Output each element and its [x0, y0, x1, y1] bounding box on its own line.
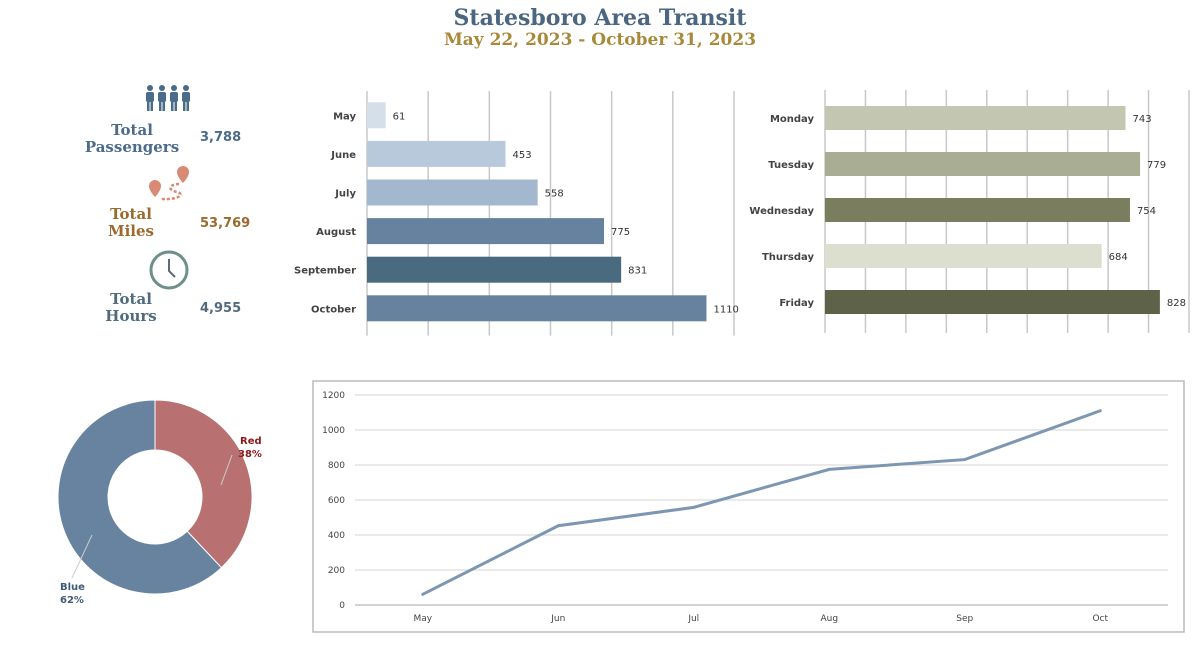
y-tick-label: 800	[328, 461, 345, 471]
category-label: Tuesday	[768, 160, 814, 171]
slice-red	[154, 399, 253, 569]
page-title: Statesboro Area Transit	[453, 5, 747, 31]
x-tick-label: Sep	[956, 614, 973, 624]
route-pin-icon	[149, 166, 189, 201]
bar-august	[367, 218, 605, 245]
data-label: 775	[611, 227, 630, 238]
leader-line	[71, 534, 93, 579]
category-label: Friday	[779, 298, 814, 309]
category-label: Thursday	[762, 252, 815, 263]
data-label: 754	[1137, 206, 1156, 217]
y-tick-label: 200	[328, 566, 345, 576]
bar-friday	[825, 290, 1160, 314]
data-label: 453	[513, 150, 532, 161]
bar-may	[367, 102, 386, 129]
slice-blue	[57, 399, 223, 595]
x-tick-label: May	[413, 614, 432, 624]
data-label: 61	[393, 111, 406, 122]
bar-october	[367, 295, 707, 322]
data-label: 743	[1133, 114, 1152, 125]
category-label: July	[334, 189, 356, 200]
category-label: September	[294, 266, 356, 277]
category-label: Monday	[770, 114, 815, 125]
slice-label-red-pct: 38%	[238, 449, 262, 460]
bar-monday	[825, 106, 1126, 130]
bar-wednesday	[825, 198, 1130, 222]
x-tick-label: Jul	[687, 614, 699, 624]
kpi-hours-label: Total Hours	[105, 290, 157, 325]
kpi-miles-value: 53,769	[200, 216, 251, 231]
y-tick-label: 1000	[322, 426, 345, 436]
x-tick-label: Aug	[820, 614, 838, 624]
bar-thursday	[825, 244, 1102, 268]
kpi-miles-label: Total Miles	[108, 205, 154, 240]
line-chart-frame	[312, 380, 1185, 633]
category-label: Wednesday	[749, 206, 814, 217]
bar-june	[367, 140, 506, 167]
category-label: June	[330, 150, 356, 161]
x-tick-label: Jun	[550, 614, 565, 624]
slice-label-red-name: Red	[240, 436, 262, 447]
slice-label-blue-name: Blue	[60, 582, 85, 593]
kpi-passengers-label: Total Passengers	[84, 121, 180, 156]
data-label: 684	[1109, 252, 1128, 263]
data-label: 558	[545, 189, 564, 200]
series-line	[422, 409, 1101, 596]
bar-july	[367, 179, 538, 206]
data-label: 831	[628, 266, 647, 277]
y-tick-label: 600	[328, 496, 345, 506]
kpi-passengers-value: 3,788	[200, 130, 242, 145]
category-label: May	[333, 111, 356, 122]
category-label: August	[316, 227, 356, 238]
date-range: May 22, 2023 - October 31, 2023	[443, 30, 757, 50]
y-tick-label: 0	[339, 601, 345, 611]
slice-label-blue-pct: 62%	[60, 595, 84, 606]
category-label: October	[311, 304, 356, 315]
kpi-hours-value: 4,955	[200, 301, 242, 316]
people-icon	[146, 85, 190, 111]
bar-september	[367, 256, 622, 283]
leader-line	[220, 454, 233, 486]
clock-icon	[149, 250, 189, 290]
bar-tuesday	[825, 152, 1141, 176]
data-label: 1110	[713, 304, 738, 315]
y-tick-label: 400	[328, 531, 345, 541]
data-label: 828	[1167, 298, 1186, 309]
data-label: 779	[1147, 160, 1166, 171]
y-tick-label: 1200	[322, 391, 345, 401]
x-tick-label: Oct	[1092, 614, 1108, 624]
